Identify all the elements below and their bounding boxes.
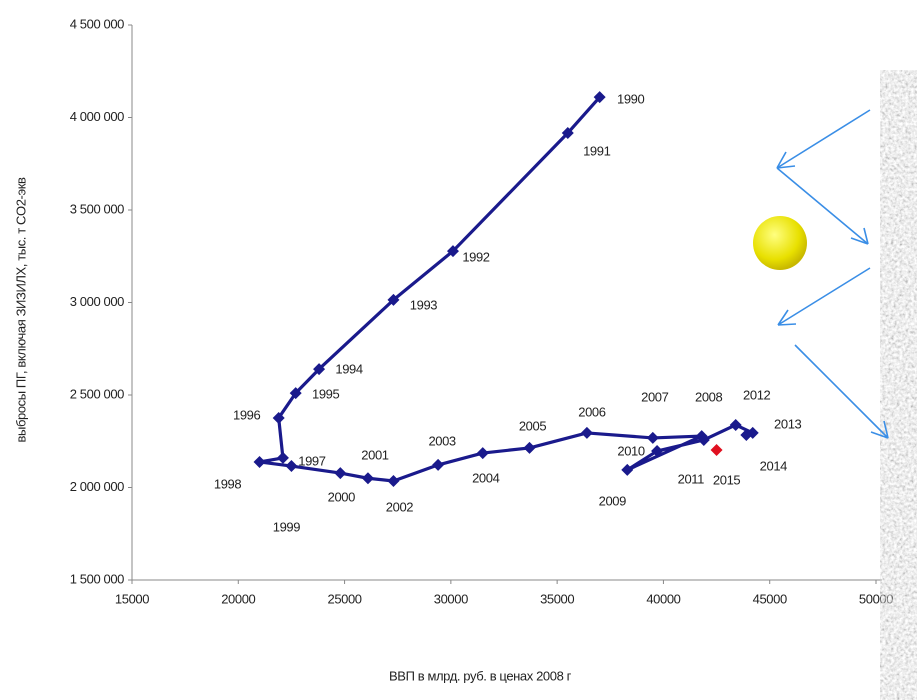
ball-icon xyxy=(753,216,807,270)
point-label: 2005 xyxy=(519,418,546,433)
point-label: 2004 xyxy=(472,471,499,486)
point-label: 1995 xyxy=(312,387,339,402)
y-tick-label: 4 500 000 xyxy=(70,16,124,31)
point-label: 2013 xyxy=(774,416,801,431)
point-label: 2008 xyxy=(695,390,722,405)
chart: 1 500 000 2 000 000 2 500 000 3 000 000 3 50… xyxy=(0,0,917,700)
x-tick-label: 20000 xyxy=(221,591,255,606)
point-label: 1996 xyxy=(233,407,260,422)
y-tick-label: 2 000 000 xyxy=(70,479,124,494)
x-tick-label: 30000 xyxy=(434,591,468,606)
y-tick-label: 4 000 000 xyxy=(70,109,124,124)
y-tick-label: 3 000 000 xyxy=(70,294,124,309)
point-label: 2014 xyxy=(760,458,787,473)
point-label: 2012 xyxy=(743,387,770,402)
point-label: 1994 xyxy=(335,362,362,377)
point-label: 1992 xyxy=(462,250,489,265)
point-label: 2000 xyxy=(328,490,355,505)
point-label: 2015 xyxy=(713,472,740,487)
y-tick-label: 1 500 000 xyxy=(70,571,124,586)
point-label: 2001 xyxy=(361,448,388,463)
x-tick-label: 45000 xyxy=(753,591,787,606)
x-tick-label: 35000 xyxy=(540,591,574,606)
point-label: 1990 xyxy=(617,92,644,107)
y-tick-label: 2 500 000 xyxy=(70,386,124,401)
point-label: 1991 xyxy=(583,143,610,158)
y-axis-title: выбросы ПГ, включая ЗИЗИЛХ, тыс. т CO2-э… xyxy=(13,177,28,442)
x-axis-title: ВВП в млрд. руб. в ценах 2008 г xyxy=(389,668,572,683)
point-label: 2002 xyxy=(386,499,413,514)
x-tick-label: 40000 xyxy=(646,591,680,606)
point-label: 2007 xyxy=(641,389,668,404)
x-tick-label: 15000 xyxy=(115,591,149,606)
point-label: 2003 xyxy=(428,433,455,448)
point-label: 1997 xyxy=(298,453,325,468)
point-label: 2009 xyxy=(599,493,626,508)
point-label: 2006 xyxy=(578,404,605,419)
y-tick-label: 3 500 000 xyxy=(70,201,124,216)
point-label: 1993 xyxy=(410,297,437,312)
point-label: 2010 xyxy=(617,443,644,458)
point-label: 1999 xyxy=(273,519,300,534)
point-label: 1998 xyxy=(214,476,241,491)
point-label: 2011 xyxy=(678,471,705,486)
texture-panel xyxy=(880,70,917,700)
x-tick-label: 25000 xyxy=(327,591,361,606)
